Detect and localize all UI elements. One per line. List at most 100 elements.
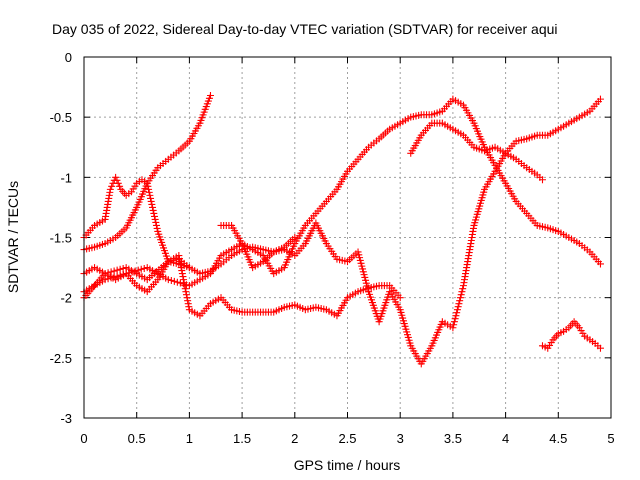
x-tick-label: 3.5	[444, 431, 462, 446]
grid	[84, 57, 611, 418]
y-tick-label: -2.5	[50, 351, 72, 366]
data-point	[151, 215, 159, 223]
y-tick-label: 0	[65, 50, 72, 65]
data-point	[452, 312, 460, 320]
data-point	[119, 264, 127, 272]
data-point	[206, 92, 214, 100]
y-tick-label: -0.5	[50, 110, 72, 125]
series-track-1	[80, 92, 214, 254]
data-point	[149, 203, 157, 211]
data-point	[147, 194, 155, 202]
data-point	[177, 264, 185, 272]
x-tick-label: 4	[502, 431, 509, 446]
data-point	[125, 269, 133, 277]
data-point	[101, 276, 109, 284]
data-point	[184, 297, 192, 305]
data-point	[182, 291, 190, 299]
series-track-4	[80, 252, 404, 320]
chart-title: Day 035 of 2022, Sidereal Day-to-day VTE…	[52, 21, 558, 37]
data-point	[152, 218, 160, 226]
data-points	[80, 92, 604, 368]
data-point	[175, 255, 183, 263]
y-tick-label: -3	[60, 411, 72, 426]
data-point	[114, 179, 122, 187]
data-point	[116, 265, 124, 273]
data-point	[116, 271, 124, 279]
data-point	[459, 285, 467, 293]
data-point	[149, 206, 157, 214]
x-tick-label: 5	[607, 431, 614, 446]
data-point	[145, 188, 153, 196]
data-point	[182, 281, 190, 289]
data-point	[182, 288, 190, 296]
data-point	[185, 303, 193, 311]
data-point	[150, 209, 158, 217]
data-point	[164, 276, 172, 284]
x-axis-label: GPS time / hours	[294, 457, 401, 473]
data-point	[291, 234, 299, 241]
data-point	[153, 224, 161, 232]
y-tick-label: -1.5	[50, 231, 72, 246]
data-point	[167, 276, 175, 284]
y-axis-label: SDTVAR / TECUs	[5, 181, 21, 293]
data-point	[101, 270, 109, 278]
data-point	[176, 279, 184, 287]
data-point	[456, 297, 464, 305]
x-tick-label: 0.5	[128, 431, 146, 446]
data-point	[112, 173, 120, 181]
data-point	[137, 265, 145, 273]
data-point	[104, 269, 112, 277]
data-point	[449, 324, 457, 332]
x-tick-label: 2	[291, 431, 298, 446]
x-tick-label: 2.5	[338, 431, 356, 446]
data-point	[177, 261, 185, 269]
data-point	[108, 182, 116, 190]
data-point	[113, 176, 121, 184]
data-point	[119, 270, 127, 278]
data-point	[176, 258, 184, 266]
axis-tick-labels: 0 0.5 1 1.5 2 2.5 3 3.5 4 4.5 5 0 -0.5 -1 -1.5 -2 -2.5 -3	[50, 50, 615, 446]
series-track-6	[217, 149, 546, 368]
data-point	[453, 306, 461, 314]
data-point	[148, 200, 156, 208]
data-point	[170, 277, 178, 285]
x-tick-label: 1.5	[233, 431, 251, 446]
data-point	[106, 185, 114, 193]
y-tick-label: -1	[60, 170, 72, 185]
data-point	[140, 264, 148, 272]
data-point	[458, 288, 466, 296]
data-point	[450, 321, 458, 329]
data-point	[451, 315, 459, 323]
data-point	[450, 318, 458, 326]
data-point	[147, 197, 155, 205]
data-point	[181, 285, 189, 293]
y-tick-label: -2	[60, 291, 72, 306]
data-point	[454, 303, 462, 311]
data-point	[150, 212, 158, 220]
data-point	[104, 275, 112, 283]
data-point	[184, 300, 192, 308]
data-point	[110, 273, 118, 281]
data-point	[116, 182, 124, 190]
data-point	[178, 270, 186, 278]
data-point	[183, 294, 191, 302]
data-point	[396, 294, 404, 302]
series-track-5	[80, 95, 604, 296]
data-point	[178, 267, 186, 275]
data-point	[596, 260, 604, 268]
data-point	[453, 309, 461, 317]
data-point	[145, 185, 153, 193]
data-point	[113, 272, 121, 280]
data-point	[456, 294, 464, 302]
data-point	[144, 182, 152, 190]
x-tick-label: 1	[186, 431, 193, 446]
data-point	[455, 300, 463, 308]
data-point	[538, 176, 546, 184]
data-point	[107, 274, 115, 282]
data-point	[128, 268, 136, 276]
x-tick-label: 0	[80, 431, 87, 446]
series-track-8	[538, 318, 604, 352]
data-point	[175, 252, 183, 260]
data-point	[107, 268, 115, 276]
